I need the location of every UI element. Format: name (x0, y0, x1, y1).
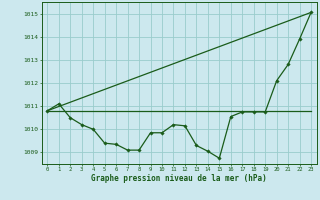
X-axis label: Graphe pression niveau de la mer (hPa): Graphe pression niveau de la mer (hPa) (91, 174, 267, 183)
